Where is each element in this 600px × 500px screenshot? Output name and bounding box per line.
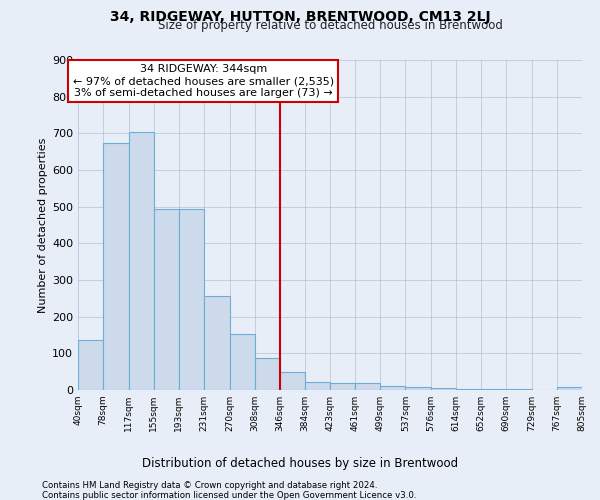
Bar: [179, 209, 204, 390]
Bar: [557, 387, 582, 390]
Bar: [431, 388, 456, 390]
Bar: [331, 384, 355, 390]
Y-axis label: Number of detached properties: Number of detached properties: [38, 138, 48, 312]
Bar: [305, 382, 331, 390]
Bar: [380, 386, 406, 390]
Bar: [456, 388, 481, 390]
Bar: [78, 340, 103, 390]
Bar: [204, 296, 230, 390]
Text: Distribution of detached houses by size in Brentwood: Distribution of detached houses by size …: [142, 458, 458, 470]
Bar: [280, 372, 305, 390]
Text: 34, RIDGEWAY, HUTTON, BRENTWOOD, CM13 2LJ: 34, RIDGEWAY, HUTTON, BRENTWOOD, CM13 2L…: [110, 10, 490, 24]
Text: Contains HM Land Registry data © Crown copyright and database right 2024.: Contains HM Land Registry data © Crown c…: [42, 481, 377, 490]
Bar: [230, 334, 254, 390]
Bar: [355, 384, 380, 390]
Bar: [406, 388, 431, 390]
Bar: [129, 132, 154, 390]
Text: 34 RIDGEWAY: 344sqm
← 97% of detached houses are smaller (2,535)
3% of semi-deta: 34 RIDGEWAY: 344sqm ← 97% of detached ho…: [73, 64, 334, 98]
Bar: [154, 209, 179, 390]
Text: Contains public sector information licensed under the Open Government Licence v3: Contains public sector information licen…: [42, 491, 416, 500]
Bar: [254, 358, 280, 390]
Bar: [103, 142, 129, 390]
Title: Size of property relative to detached houses in Brentwood: Size of property relative to detached ho…: [158, 20, 502, 32]
